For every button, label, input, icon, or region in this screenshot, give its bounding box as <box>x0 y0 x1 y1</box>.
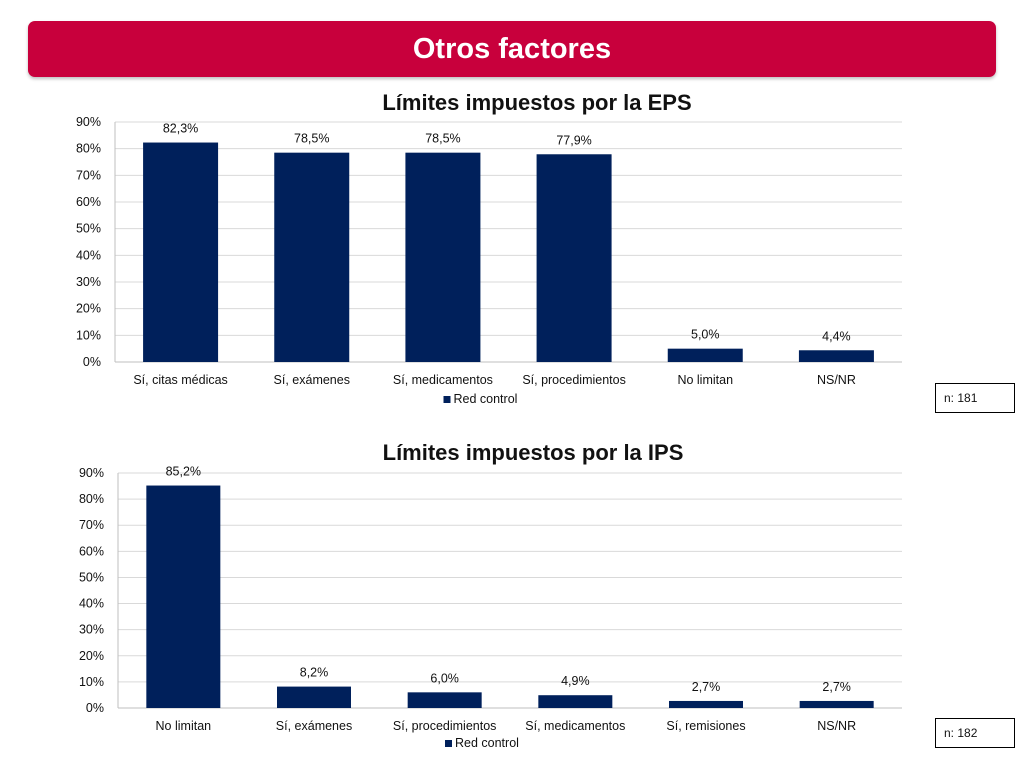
bar <box>536 154 612 362</box>
legend-label: Red control <box>454 392 518 406</box>
sample-size-note: n: 181 <box>935 383 1015 413</box>
data-label: 85,2% <box>166 465 201 479</box>
y-tick-label: 20% <box>79 649 104 663</box>
y-tick-label: 40% <box>76 248 101 262</box>
chart-title: Límites impuestos por la EPS <box>382 90 691 115</box>
x-category-label: Sí, exámenes <box>276 719 352 733</box>
header-banner: Otros factores <box>28 21 996 77</box>
y-tick-label: 40% <box>79 597 104 611</box>
y-tick-label: 90% <box>79 466 104 480</box>
x-category-label: NS/NR <box>817 373 856 387</box>
data-label: 5,0% <box>691 328 720 342</box>
y-tick-label: 20% <box>76 302 101 316</box>
data-label: 82,3% <box>163 122 198 136</box>
x-category-label: No limitan <box>156 719 212 733</box>
y-tick-label: 60% <box>76 195 101 209</box>
data-label: 2,7% <box>692 680 721 694</box>
bar <box>146 485 221 708</box>
x-category-label: NS/NR <box>817 719 856 733</box>
data-label: 4,4% <box>822 329 851 343</box>
ips-limits-chart: Límites impuestos por la IPS 0% 10% 20% 30%… <box>79 440 902 750</box>
bar <box>407 692 482 708</box>
x-category-label: Sí, exámenes <box>274 373 350 387</box>
y-tick-label: 70% <box>76 168 101 182</box>
x-category-label: Sí, remisiones <box>666 719 745 733</box>
y-tick-label: 30% <box>79 623 104 637</box>
x-category-label: Sí, citas médicas <box>133 373 227 387</box>
x-category-label: Sí, procedimientos <box>522 373 626 387</box>
y-tick-label: 90% <box>76 115 101 129</box>
y-tick-label: 50% <box>79 570 104 584</box>
bar <box>143 142 219 362</box>
bar <box>277 686 351 708</box>
page-title: Otros factores <box>412 32 612 65</box>
bar <box>799 700 874 708</box>
legend-swatch <box>445 740 452 747</box>
y-tick-label: 80% <box>76 142 101 156</box>
eps-limits-chart: Límites impuestos por la EPS 0% 10% 20% 30%… <box>76 90 902 406</box>
bar <box>798 350 874 362</box>
y-tick-label: 80% <box>79 492 104 506</box>
y-tick-label: 50% <box>76 222 101 236</box>
data-label: 2,7% <box>822 680 851 694</box>
data-label: 77,9% <box>556 133 591 147</box>
bar <box>667 348 743 362</box>
x-category-label: No limitan <box>677 373 733 387</box>
bar <box>405 152 481 362</box>
y-tick-label: 10% <box>76 328 101 342</box>
y-tick-label: 70% <box>79 518 104 532</box>
x-category-label: Sí, medicamentos <box>393 373 493 387</box>
data-label: 78,5% <box>425 132 460 146</box>
y-tick-label: 0% <box>86 701 104 715</box>
bar <box>538 695 613 708</box>
y-tick-label: 10% <box>79 675 104 689</box>
legend-swatch <box>443 396 451 403</box>
bar <box>669 700 743 708</box>
x-category-label: Sí, medicamentos <box>525 719 625 733</box>
data-label: 6,0% <box>430 671 459 685</box>
data-label: 4,9% <box>561 674 590 688</box>
y-tick-label: 60% <box>79 544 104 558</box>
sample-size-note: n: 182 <box>935 718 1015 748</box>
chart-title: Límites impuestos por la IPS <box>383 440 684 465</box>
y-tick-label: 30% <box>76 275 101 289</box>
bar <box>274 152 350 362</box>
y-tick-label: 0% <box>83 355 101 369</box>
x-category-label: Sí, procedimientos <box>393 719 497 733</box>
data-label: 78,5% <box>294 132 329 146</box>
data-label: 8,2% <box>300 666 329 680</box>
legend-label: Red control <box>455 736 519 750</box>
